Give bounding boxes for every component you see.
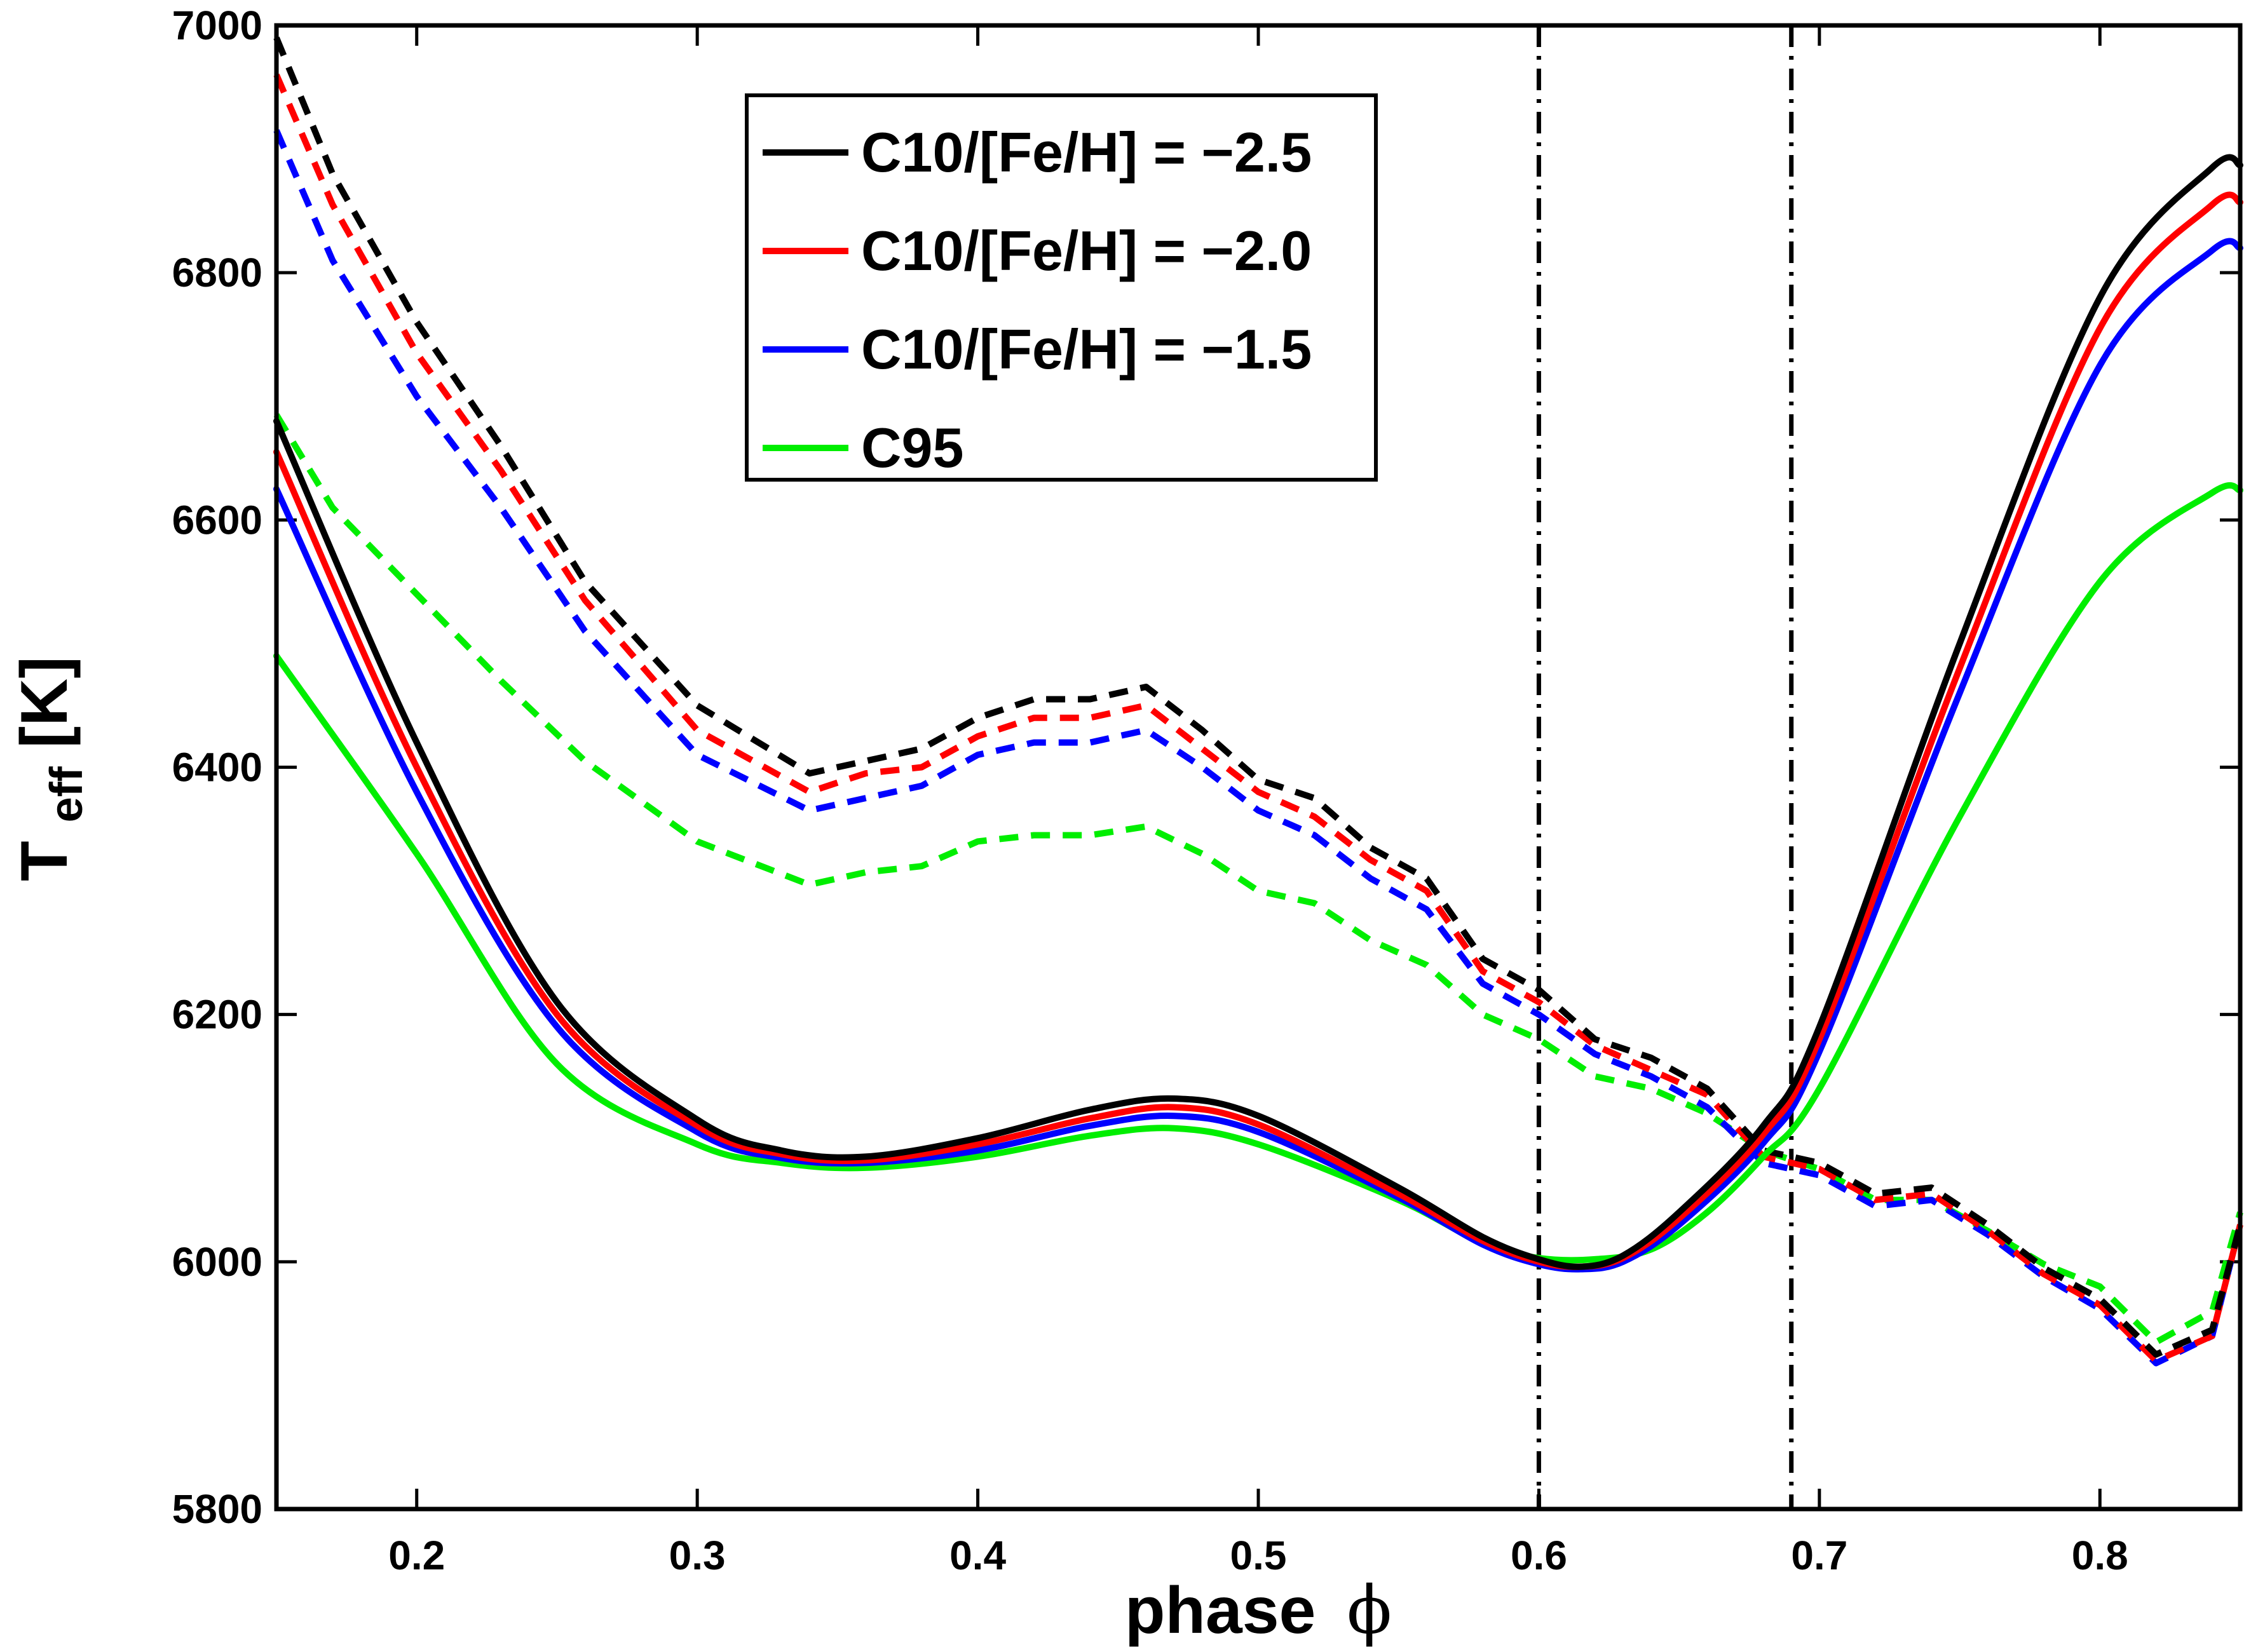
legend-box — [745, 93, 1378, 482]
y-tick-labels: 5800 6000 6200 6400 6600 6800 7000 — [172, 3, 262, 1532]
y-tick-label: 6000 — [172, 1239, 262, 1285]
y-tick-label: 7000 — [172, 3, 262, 48]
x-tick-label: 0.8 — [2072, 1533, 2128, 1578]
plot-frame — [274, 23, 2243, 1512]
y-axis-label: T eff [K] — [8, 656, 97, 881]
series-lines — [273, 36, 2243, 1367]
series-dashed-line — [273, 36, 2243, 1358]
x-axis-label-symbol: ϕ — [1347, 1571, 1392, 1649]
series-dashed-line — [273, 73, 2243, 1364]
x-tick-label: 0.7 — [1791, 1533, 1847, 1578]
x-tick-labels: 0.2 0.3 0.4 0.5 0.6 0.7 0.8 — [388, 1533, 2128, 1578]
y-tick-label: 6400 — [172, 745, 262, 790]
series-solid-line — [273, 191, 2243, 1270]
y-axis-label-unit: [K] — [8, 656, 81, 748]
x-tick-label: 0.6 — [1511, 1533, 1567, 1578]
x-tick-label: 0.2 — [388, 1533, 445, 1578]
legend: C10/[Fe/H] = −2.5 C10/[Fe/H] = −2.0 C10/[F… — [745, 93, 1378, 482]
x-axis-label-main: phase — [1125, 1574, 1316, 1648]
y-tick-label: 6600 — [172, 497, 262, 543]
series-solid-line — [273, 154, 2243, 1270]
y-tick-label: 6200 — [172, 992, 262, 1038]
x-tick-label: 0.4 — [949, 1533, 1006, 1578]
legend-entries: C10/[Fe/H] = −2.5 C10/[Fe/H] = −2.0 C10/[F… — [763, 121, 1312, 479]
series-dashed-line — [273, 413, 2243, 1346]
series-dashed-line — [273, 129, 2243, 1367]
legend-label: C10/[Fe/H] = −2.0 — [861, 219, 1312, 282]
x-axis-label: phase ϕ — [1125, 1571, 1392, 1649]
y-tick-label: 5800 — [172, 1486, 262, 1532]
legend-label: C95 — [861, 416, 963, 479]
y-tick-label: 6800 — [172, 250, 262, 295]
x-tick-label: 0.5 — [1230, 1533, 1287, 1578]
x-tick-label: 0.3 — [669, 1533, 726, 1578]
y-axis-label-main: T — [8, 841, 81, 881]
legend-label: C10/[Fe/H] = −2.5 — [861, 121, 1312, 184]
reference-lines — [1536, 25, 1794, 1509]
y-axis-label-sub: eff — [41, 766, 92, 822]
legend-label: C10/[Fe/H] = −1.5 — [861, 318, 1312, 381]
